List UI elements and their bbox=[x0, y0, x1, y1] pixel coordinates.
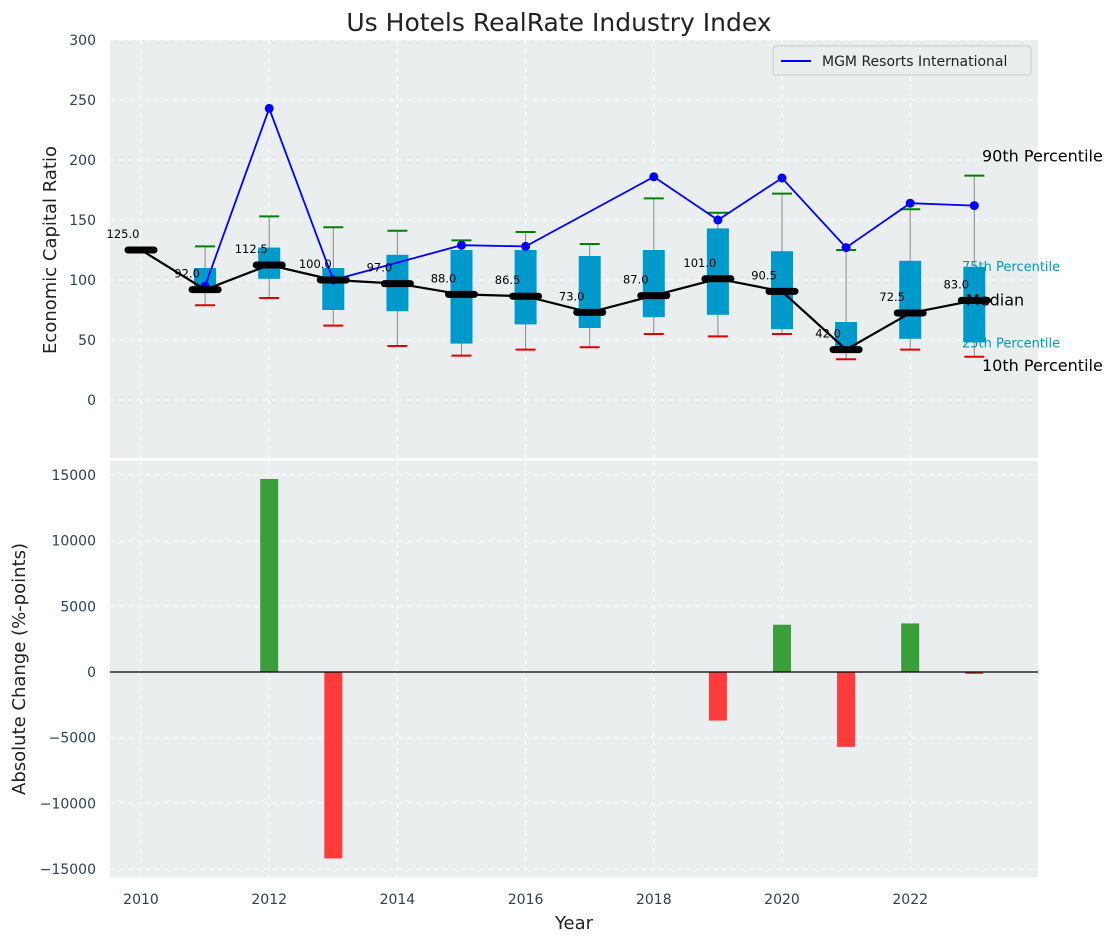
top-y-tick-label: 150 bbox=[69, 213, 96, 229]
company-point bbox=[969, 201, 979, 211]
top-y-tick-label: 250 bbox=[69, 93, 96, 109]
bottom-y-tick-label: −10000 bbox=[40, 796, 96, 812]
iqr-box bbox=[514, 250, 537, 325]
company-point bbox=[713, 215, 723, 225]
x-tick-label: 2016 bbox=[508, 892, 544, 908]
median-value-label: 88.0 bbox=[431, 271, 457, 285]
median-value-label: 83.0 bbox=[943, 277, 969, 291]
iqr-box bbox=[642, 250, 665, 318]
median-value-label: 90.5 bbox=[751, 268, 777, 282]
median-annotation: Median bbox=[966, 290, 1024, 309]
legend: MGM Resorts International bbox=[772, 45, 1032, 76]
company-point bbox=[649, 172, 659, 182]
median-value-label: 92.0 bbox=[174, 267, 200, 281]
legend-entry-mgm: MGM Resorts International bbox=[822, 54, 1007, 70]
company-point bbox=[521, 241, 531, 251]
change-bar bbox=[901, 623, 920, 672]
median-value-label: 87.0 bbox=[623, 273, 649, 287]
top-y-tick-label: 0 bbox=[87, 393, 96, 409]
bottom-y-tick-label: 5000 bbox=[60, 599, 96, 615]
top-y-tick-label: 100 bbox=[69, 273, 96, 289]
x-tick-label: 2010 bbox=[123, 892, 159, 908]
top-y-tick-label: 200 bbox=[69, 153, 96, 169]
p75-annotation: 75th Percentile bbox=[962, 260, 1060, 275]
iqr-box bbox=[322, 268, 345, 310]
x-tick-label: 2012 bbox=[251, 892, 287, 908]
x-tick-label: 2022 bbox=[892, 892, 928, 908]
bottom-y-ticks: −15000 −10000 −5000 0 5000 10000 15000 bbox=[40, 468, 96, 878]
p90-annotation: 90th Percentile bbox=[982, 147, 1103, 166]
change-bar bbox=[965, 672, 984, 674]
legend-box bbox=[772, 45, 1032, 76]
change-bar bbox=[708, 672, 727, 721]
company-point bbox=[777, 173, 787, 183]
median-value-label: 42.0 bbox=[815, 327, 841, 341]
median-value-label: 100.0 bbox=[299, 257, 332, 271]
bottom-y-tick-label: 0 bbox=[87, 665, 96, 681]
company-point bbox=[841, 243, 851, 253]
p25-annotation: 25th Percentile bbox=[962, 336, 1060, 351]
x-ticks: 2010 2012 2014 2016 2018 2020 2022 bbox=[123, 892, 928, 908]
bottom-panel-background bbox=[110, 461, 1038, 877]
bottom-y-tick-label: 15000 bbox=[51, 468, 96, 484]
bottom-y-tick-label: −15000 bbox=[40, 862, 96, 878]
iqr-box bbox=[706, 228, 729, 315]
top-y-tick-label: 300 bbox=[69, 33, 96, 49]
top-y-tick-label: 50 bbox=[78, 333, 96, 349]
x-tick-label: 2020 bbox=[764, 892, 800, 908]
median-value-label: 125.0 bbox=[107, 227, 140, 241]
change-bar bbox=[324, 672, 343, 859]
median-value-label: 86.5 bbox=[495, 273, 521, 287]
company-series bbox=[200, 103, 979, 291]
change-bars bbox=[260, 478, 984, 859]
company-point bbox=[905, 198, 915, 208]
median-series: 125.0 92.0 112.5 100.0 97.0 88.0 86.5 73.0 87.0 1… bbox=[107, 227, 991, 354]
top-y-ticks: 0 50 100 150 200 250 300 bbox=[69, 33, 96, 409]
median-value-label: 72.5 bbox=[879, 290, 905, 304]
percentile-annotations: 90th Percentile 75th Percentile Median 25th… bbox=[962, 147, 1103, 375]
median-value-label: 101.0 bbox=[683, 256, 716, 270]
company-point bbox=[264, 103, 274, 113]
change-bar bbox=[837, 672, 856, 747]
company-point bbox=[457, 240, 466, 250]
iqr-box bbox=[963, 266, 986, 343]
x-axis-label: Year bbox=[554, 913, 594, 934]
median-value-label: 112.5 bbox=[235, 242, 268, 256]
change-bar bbox=[260, 478, 279, 672]
median-value-label: 97.0 bbox=[367, 261, 393, 275]
change-bar bbox=[773, 624, 791, 672]
median-value-label: 73.0 bbox=[559, 289, 585, 303]
chart-title: Us Hotels RealRate Industry Index bbox=[346, 8, 771, 37]
bottom-y-tick-label: 10000 bbox=[51, 534, 96, 550]
p10-annotation: 10th Percentile bbox=[982, 356, 1103, 375]
bottom-y-tick-label: −5000 bbox=[49, 731, 96, 747]
top-y-axis-label: Economic Capital Ratio bbox=[40, 146, 61, 354]
x-tick-label: 2018 bbox=[636, 892, 672, 908]
iqr-box bbox=[899, 260, 922, 339]
x-tick-label: 2014 bbox=[380, 892, 416, 908]
bottom-y-axis-label: Absolute Change (%-points) bbox=[9, 543, 30, 795]
